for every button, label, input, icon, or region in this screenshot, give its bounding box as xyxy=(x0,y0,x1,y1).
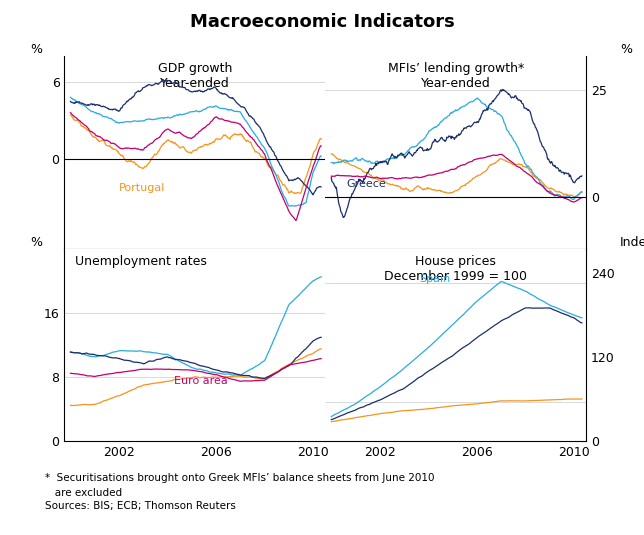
Text: Greece: Greece xyxy=(346,179,386,189)
Text: Macroeconomic Indicators: Macroeconomic Indicators xyxy=(189,13,455,32)
Text: are excluded: are excluded xyxy=(45,488,122,498)
Text: %: % xyxy=(620,43,632,56)
Text: Sources: BIS; ECB; Thomson Reuters: Sources: BIS; ECB; Thomson Reuters xyxy=(45,501,236,511)
Text: Euro area: Euro area xyxy=(174,376,228,386)
Text: Index: Index xyxy=(620,236,644,249)
Text: MFIs’ lending growth*
Year-ended: MFIs’ lending growth* Year-ended xyxy=(388,62,524,90)
Text: *  Securitisations brought onto Greek MFIs’ balance sheets from June 2010: * Securitisations brought onto Greek MFI… xyxy=(45,473,435,484)
Text: %: % xyxy=(30,236,43,249)
Text: %: % xyxy=(30,43,43,56)
Text: GDP growth
Year-ended: GDP growth Year-ended xyxy=(158,62,232,90)
Text: Portugal: Portugal xyxy=(119,183,166,193)
Text: Unemployment rates: Unemployment rates xyxy=(75,255,207,268)
Text: House prices
December 1999 = 100: House prices December 1999 = 100 xyxy=(384,255,527,282)
Text: Spain: Spain xyxy=(419,273,450,284)
